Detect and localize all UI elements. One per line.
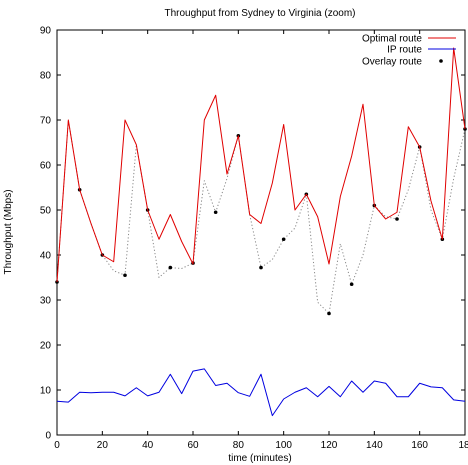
overlay-route-point bbox=[281, 237, 286, 242]
x-tick-label: 80 bbox=[233, 440, 245, 451]
legend-label-overlay-route: Overlay route bbox=[362, 57, 422, 68]
overlay-route-point bbox=[213, 210, 218, 215]
y-tick-label: 80 bbox=[40, 71, 52, 82]
overlay-route-line bbox=[56, 119, 466, 314]
x-axis-label: time (minutes) bbox=[228, 453, 291, 464]
legend-label-ip-route: IP route bbox=[387, 45, 422, 56]
x-tick-label: 100 bbox=[275, 440, 292, 451]
y-tick-label: 50 bbox=[40, 206, 52, 217]
overlay-route-point bbox=[327, 311, 331, 316]
x-tick-label: 140 bbox=[366, 440, 383, 451]
y-tick-label: 10 bbox=[40, 386, 52, 397]
y-tick-label: 40 bbox=[40, 251, 52, 262]
y-tick-label: 30 bbox=[40, 296, 52, 307]
data-series bbox=[55, 47, 467, 417]
overlay-route-point bbox=[168, 265, 173, 270]
y-tick-label: 0 bbox=[45, 431, 51, 442]
y-tick-label: 60 bbox=[40, 161, 52, 172]
overlay-route-point bbox=[349, 282, 354, 287]
x-tick-label: 18 bbox=[458, 440, 468, 451]
legend-label-optimal-route: Optimal route bbox=[362, 34, 422, 45]
x-tick-label: 40 bbox=[142, 440, 154, 451]
y-tick-label: 90 bbox=[40, 26, 52, 37]
x-tick-label: 20 bbox=[97, 440, 109, 451]
chart-title: Throughput from Sydney to Virginia (zoom… bbox=[164, 8, 355, 19]
overlay-route-point bbox=[259, 265, 263, 270]
x-tick-label: 60 bbox=[187, 440, 199, 451]
axes: 0 20 40 60 80 100 120 140 160 1801020304050607080… bbox=[40, 26, 468, 452]
overlay-route-point bbox=[395, 217, 399, 221]
x-tick-label: 0 bbox=[54, 440, 60, 451]
ip-route-line bbox=[56, 368, 466, 417]
legend-swatch-overlay-route bbox=[439, 59, 443, 63]
y-axis-label: Throughput (Mbps) bbox=[3, 189, 14, 274]
plot-frame bbox=[56, 29, 466, 436]
x-tick-label: 160 bbox=[411, 440, 428, 451]
overlay-route-point bbox=[123, 273, 127, 278]
y-tick-label: 70 bbox=[40, 116, 52, 127]
y-tick-label: 20 bbox=[40, 341, 52, 352]
x-tick-label: 120 bbox=[321, 440, 338, 451]
optimal-route-line bbox=[56, 47, 466, 283]
